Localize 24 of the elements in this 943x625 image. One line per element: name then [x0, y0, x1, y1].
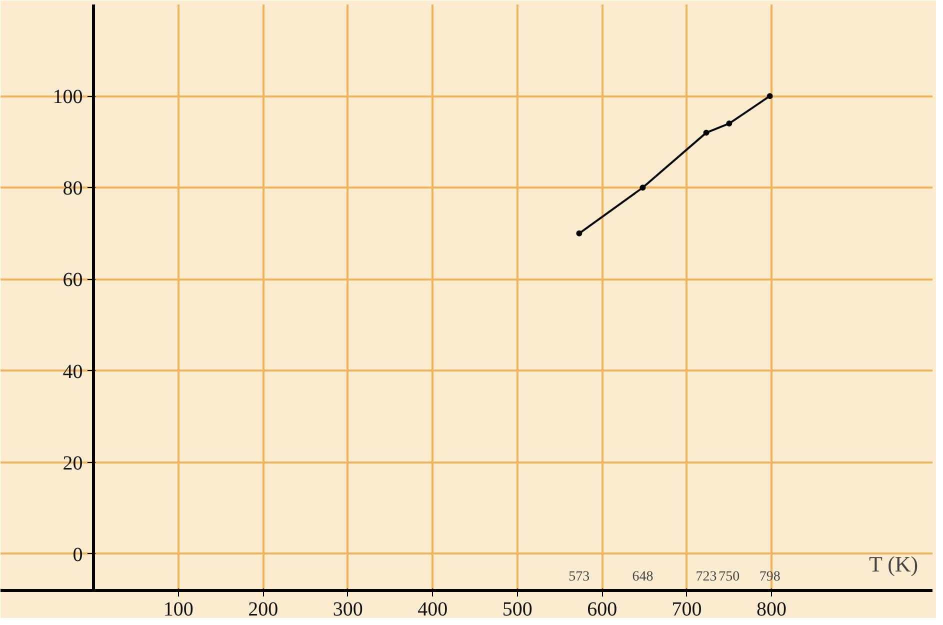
- x-tick-label: 400: [418, 598, 448, 620]
- y-tick-label: 60: [62, 269, 83, 292]
- x-tick-label: 700: [672, 598, 702, 620]
- y-tick-label: 100: [52, 86, 83, 108]
- point: [640, 184, 646, 191]
- point: [726, 120, 732, 127]
- y-tick-label: 20: [62, 452, 83, 474]
- x-tick-label: 100: [163, 598, 194, 620]
- y-tick-label: 40: [62, 360, 83, 383]
- x-axis-title: T (K): [869, 552, 918, 576]
- point: [576, 230, 582, 236]
- point: [703, 130, 710, 136]
- x2-tick-label: 573: [568, 570, 590, 584]
- point: [766, 93, 773, 100]
- y-tick-label: 80: [62, 178, 83, 200]
- x-tick-label: 300: [332, 598, 363, 620]
- x-tick-label: 600: [587, 598, 618, 620]
- x-tick-label: 200: [248, 598, 278, 620]
- x-tick-label: 800: [756, 598, 787, 620]
- y-tick-label: 0: [72, 544, 83, 566]
- x2-tick-label: 648: [632, 570, 654, 584]
- x2-tick-label: 750: [718, 570, 740, 584]
- x2-tick-label: 723: [696, 570, 717, 584]
- x-tick-label: 500: [502, 598, 532, 620]
